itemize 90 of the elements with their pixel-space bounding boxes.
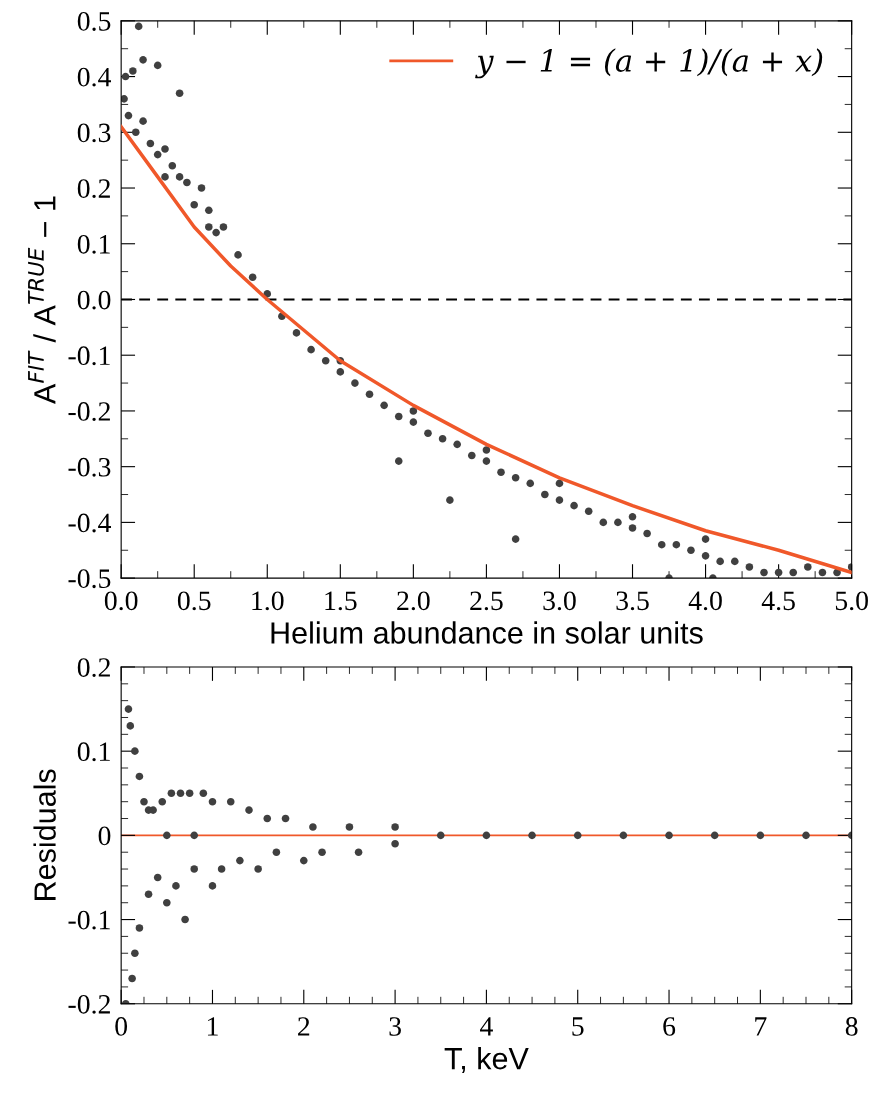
point (528, 831, 536, 840)
y-tick-label: 0.3 (77, 123, 111, 143)
x-tick-label: 4.0 (688, 591, 722, 611)
x-tick-label: 1.0 (252, 591, 284, 611)
point (573, 831, 582, 840)
point (167, 789, 176, 798)
point (176, 789, 185, 798)
point (181, 915, 189, 924)
point (131, 747, 139, 755)
y-tick-label: -0.3 (68, 457, 111, 477)
y-tick-label: 0.2 (77, 658, 110, 678)
point (391, 839, 399, 848)
y-tick-label: -0.2 (68, 994, 110, 1014)
x-tick-label: 3 (389, 1017, 401, 1036)
y-tick-label: -0.1 (68, 346, 110, 366)
x-tick-label: 8 (845, 1017, 858, 1036)
x-tick-label: 0.0 (104, 591, 138, 611)
point (665, 831, 673, 840)
x-axis-title: Helium abundance in solar units (271, 621, 703, 644)
x-tick-label: 0.5 (177, 591, 211, 611)
point (299, 856, 308, 865)
point (140, 797, 148, 806)
y-tick-label: 0 (98, 826, 111, 846)
point (172, 882, 180, 890)
point (163, 898, 171, 907)
legend-label: y − 1 = (a + 1)/(a + x) (475, 48, 823, 79)
point (309, 823, 317, 831)
x-tick-label: 4 (480, 1017, 493, 1036)
y-tick-label: -0.2 (68, 402, 110, 421)
point (263, 814, 272, 823)
x-tick-label: 3.5 (616, 591, 649, 611)
point (318, 848, 326, 857)
point (345, 823, 354, 831)
point (391, 823, 399, 831)
point (281, 814, 290, 823)
point (436, 831, 445, 840)
point (163, 831, 171, 840)
point (619, 831, 628, 840)
point (190, 831, 199, 840)
point (190, 865, 199, 873)
x-tick-label: 2 (298, 1017, 310, 1036)
point (354, 848, 363, 857)
point (208, 882, 217, 890)
point (208, 797, 217, 806)
x-tick-label: 2.5 (470, 591, 503, 611)
x-tick-label: 1 (207, 1017, 218, 1036)
y-tick-label: 0.5 (77, 12, 111, 31)
point (126, 722, 135, 730)
y-axis-title: Residuals (33, 769, 56, 900)
point (272, 848, 281, 857)
point (135, 772, 144, 781)
point (245, 806, 253, 814)
x-tick-label: 1.5 (325, 591, 357, 611)
point (135, 924, 144, 932)
x-tick-label: 3.0 (543, 591, 576, 611)
point (153, 873, 162, 882)
x-tick-label: 7 (755, 1017, 767, 1036)
point (482, 831, 491, 840)
point (217, 865, 226, 873)
point (756, 831, 765, 840)
x-tick-label: 5 (572, 1017, 584, 1036)
point (131, 949, 139, 958)
line-series (121, 124, 852, 575)
y-tick-label: 0.4 (77, 67, 112, 87)
point (128, 974, 136, 983)
y-tick-label: -0.5 (68, 569, 111, 589)
point (144, 890, 153, 899)
y-tick-label: 0.2 (77, 179, 110, 199)
x-tick-label: 6 (663, 1017, 676, 1036)
point (124, 705, 133, 713)
x-axis-title: T, keV (444, 1047, 529, 1074)
point (149, 806, 157, 814)
y-tick-label: -0.4 (68, 513, 112, 533)
x-tick-label: 0 (115, 1017, 128, 1036)
point (226, 797, 235, 806)
point (158, 797, 167, 806)
point (710, 831, 719, 840)
x-tick-label: 4.5 (761, 591, 795, 611)
point (254, 865, 262, 873)
y-tick-label: -0.1 (68, 910, 110, 930)
x-tick-label: 2.0 (397, 591, 430, 611)
point (185, 789, 194, 798)
y-tick-label: 0.1 (77, 742, 110, 762)
y-tick-label: 0.0 (77, 290, 111, 310)
point (199, 789, 208, 798)
point (236, 856, 244, 865)
point (802, 831, 810, 840)
y-tick-label: 0.1 (77, 234, 110, 254)
y-axis-title: A$^{FIT}$ / A$^{TRUE}$ − 1 (28, 196, 56, 405)
x-tick-label: 5.0 (835, 591, 868, 611)
